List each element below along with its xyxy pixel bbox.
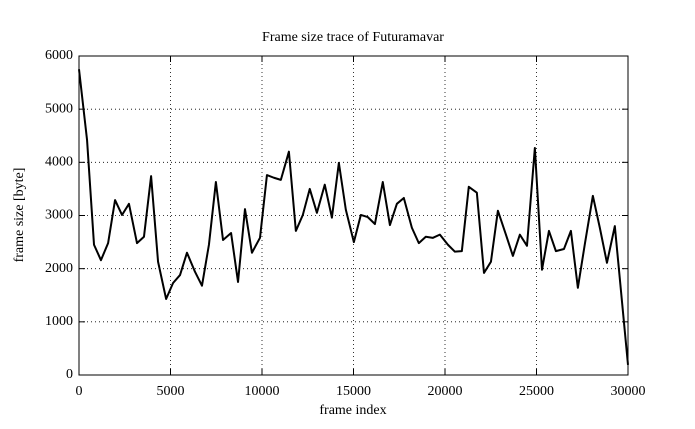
x-tick-label: 20000: [428, 384, 463, 399]
data-line: [78, 69, 629, 365]
y-tick-label: 5000: [45, 101, 73, 116]
plot-frame: [78, 55, 629, 376]
x-tick-label: 25000: [519, 384, 554, 399]
y-tick-label: 4000: [45, 155, 73, 170]
y-tick-label: 1000: [45, 314, 73, 329]
x-tick-label: 10000: [245, 384, 280, 399]
y-tick-label: 3000: [45, 208, 73, 223]
y-axis-label: frame size [byte]: [12, 168, 27, 263]
y-tick-label: 6000: [45, 48, 73, 63]
x-tick-label: 30000: [611, 384, 646, 399]
y-tick-label: 0: [66, 367, 73, 382]
x-tick-label: 5000: [157, 384, 185, 399]
x-tick-label: 0: [76, 384, 83, 399]
x-axis-label: frame index: [319, 403, 386, 418]
y-tick-label: 2000: [45, 261, 73, 276]
x-tick-label: 15000: [336, 384, 371, 399]
chart-title: Frame size trace of Futuramavar: [262, 30, 444, 45]
